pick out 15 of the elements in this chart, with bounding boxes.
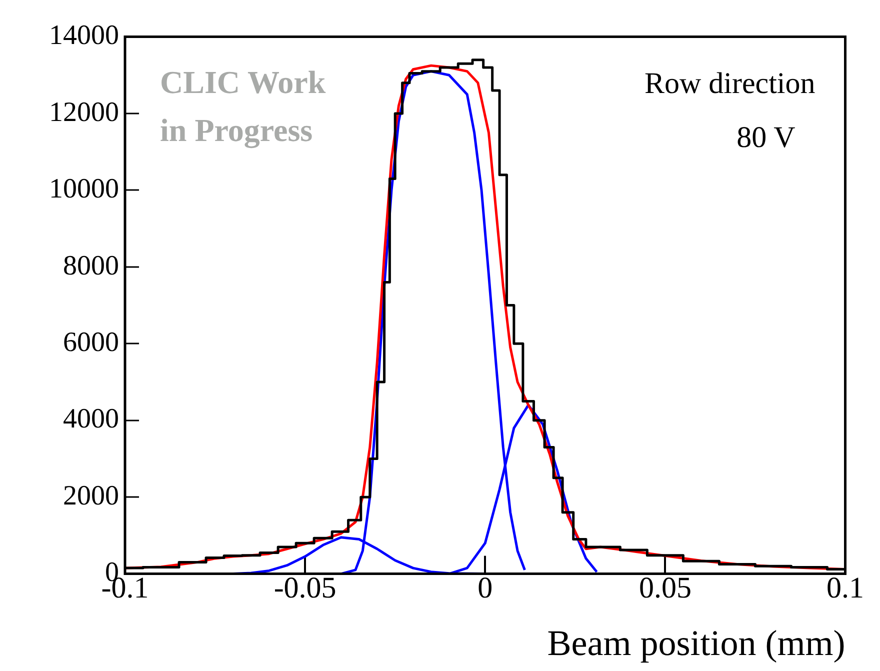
y-tick-label: 10000 [49, 174, 119, 205]
x-tick-label: 0 [478, 572, 493, 605]
x-tick-label: -0.05 [274, 572, 336, 605]
annotation: Row direction [644, 66, 816, 100]
x-tick-label: 0.1 [826, 572, 864, 605]
annotation: 80 V [736, 120, 796, 154]
y-tick-label: 2000 [63, 480, 119, 512]
y-tick-label: 14000 [49, 20, 119, 52]
y-tick-label: 6000 [63, 327, 119, 358]
y-tick-label: 8000 [63, 250, 119, 282]
y-tick-label: 4000 [63, 404, 119, 435]
annotation: CLIC Work in Progress [160, 64, 326, 149]
x-tick-label: 0.05 [638, 572, 692, 605]
x-axis-title: Beam position (mm) [547, 622, 846, 663]
y-tick-label: 12000 [49, 96, 119, 128]
